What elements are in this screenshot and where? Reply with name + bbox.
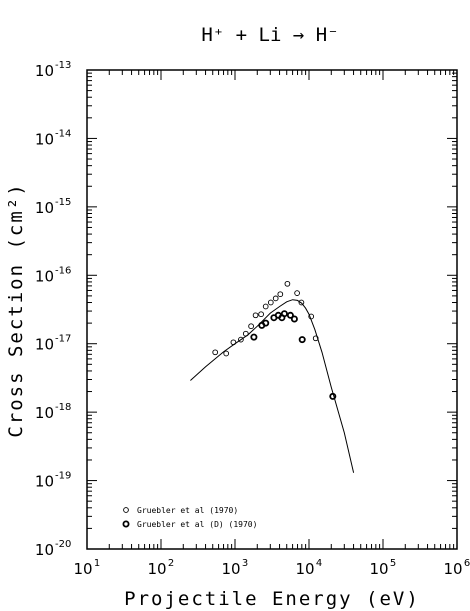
x-tick-exponent: 6 [464, 558, 470, 569]
x-tick-label: 10 [369, 560, 388, 578]
data-point [252, 312, 259, 319]
data-point [242, 330, 249, 337]
y-tick-label: 10 [35, 541, 54, 559]
fit-curve [190, 299, 355, 473]
data-point [294, 290, 300, 296]
y-tick-label: 10 [35, 473, 54, 491]
y-tick-label: 10 [35, 199, 54, 217]
legend: Gruebler et al (1970) Gruebler et al (D) … [122, 506, 257, 529]
x-axis-label: Projectile Energy (eV) [124, 588, 420, 610]
x-tick-label: 10 [73, 560, 92, 578]
data-point [258, 311, 264, 318]
data-point-d [280, 310, 288, 318]
data-points [212, 280, 337, 400]
data-point-d [298, 336, 306, 344]
x-tick-label: 10 [147, 560, 166, 578]
data-point-d [329, 392, 337, 400]
chart-title: H⁺ + Li → H⁻ [201, 24, 338, 46]
data-point [298, 299, 305, 306]
x-tick-label: 10 [443, 560, 462, 578]
data-point [312, 335, 319, 342]
y-tick-label: 10 [35, 336, 54, 354]
data-point [284, 280, 291, 287]
x-tick-labels: 10 1 10 2 10 3 10 4 10 5 10 6 [73, 558, 470, 578]
data-point [262, 303, 269, 310]
legend-marker [123, 507, 129, 513]
x-tick-exponent: 4 [316, 558, 322, 569]
data-point-d [286, 311, 294, 319]
y-tick-label: 10 [35, 267, 54, 285]
legend-label: Gruebler et al (D) (1970) [137, 520, 257, 529]
x-tick-label: 10 [221, 560, 240, 578]
x-tick-exponent: 5 [390, 558, 396, 569]
x-tick-exponent: 1 [94, 558, 100, 569]
data-point [277, 291, 284, 298]
y-tick-label: 10 [35, 404, 54, 422]
legend-marker [122, 520, 130, 528]
data-point [223, 350, 230, 357]
y-tick-exponent: -13 [55, 60, 71, 71]
data-point [212, 349, 219, 356]
fit-line [190, 299, 355, 473]
y-tick-exponent: -19 [55, 471, 71, 482]
axis-ticks [86, 70, 457, 550]
legend-label: Gruebler et al (1970) [137, 506, 238, 515]
data-point-d [262, 319, 270, 327]
data-point [272, 295, 279, 302]
y-tick-exponent: -14 [55, 128, 71, 139]
x-tick-exponent: 3 [242, 558, 248, 569]
y-tick-label: 10 [35, 130, 54, 148]
data-point [248, 323, 254, 330]
y-tick-exponent: -18 [55, 402, 71, 413]
x-tick-label: 10 [295, 560, 314, 578]
data-point [230, 339, 237, 346]
y-axis-label: Cross Section (cm²) [5, 182, 27, 437]
y-tick-exponent: -16 [55, 265, 71, 276]
data-point [267, 299, 274, 306]
data-point-d [250, 333, 258, 341]
y-tick-exponent: -17 [55, 334, 71, 345]
data-point [308, 313, 315, 320]
y-tick-label: 10 [35, 62, 54, 80]
y-tick-exponent: -15 [55, 197, 71, 208]
plot-frame [86, 69, 458, 550]
data-point-d [290, 315, 298, 323]
x-tick-exponent: 2 [168, 558, 174, 569]
data-point [238, 336, 244, 343]
y-tick-exponent: -20 [55, 539, 71, 550]
